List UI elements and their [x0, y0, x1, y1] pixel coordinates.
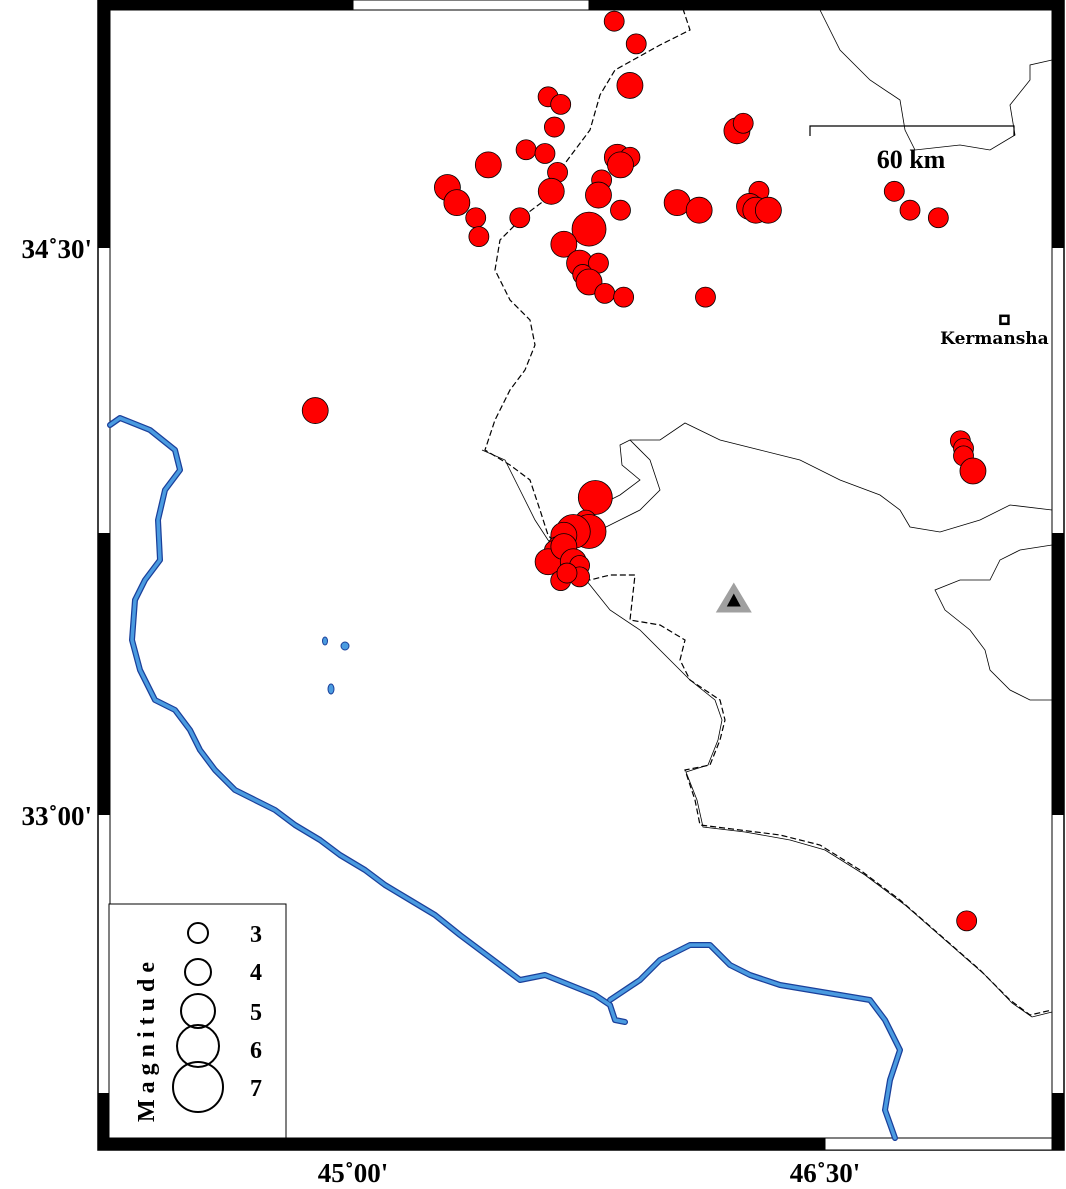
earthquake-event	[544, 116, 565, 138]
earthquake-event	[509, 207, 531, 229]
earthquake-event	[959, 457, 987, 485]
earthquake-event	[695, 286, 716, 308]
y-tick-label: 34˚30'	[22, 234, 93, 264]
earthquake-event	[575, 268, 603, 296]
earthquake-event	[755, 196, 782, 224]
river	[107, 415, 903, 1141]
legend: Magnitude 3 4 5 6 7	[108, 903, 287, 1139]
earthquake-event	[534, 143, 556, 164]
x-tick-label: 45˚00'	[318, 1158, 389, 1188]
legend-label: 7	[250, 1076, 262, 1102]
earthquake-event	[625, 33, 647, 55]
earthquake-event	[515, 139, 537, 161]
earthquake-event	[556, 562, 578, 584]
earthquake-event	[550, 230, 578, 258]
earthquake-event	[585, 181, 612, 209]
earthquake-event	[301, 397, 329, 424]
scale-bar-label: 60 km	[877, 145, 946, 174]
earthquake-event	[443, 189, 471, 217]
earthquake-event	[732, 112, 754, 134]
earthquake-event	[685, 196, 713, 224]
earthquake-event	[607, 151, 634, 179]
station-marker	[715, 582, 752, 613]
x-tick-label: 46˚30'	[790, 1158, 861, 1188]
y-tick-label: 33˚00'	[22, 801, 93, 831]
legend-symbol	[180, 993, 216, 1029]
earthquake-event	[571, 211, 607, 247]
earthquake-event	[577, 480, 613, 515]
earthquake-event	[603, 10, 625, 32]
earthquake-event	[616, 72, 644, 99]
scale-bar: 60 km	[809, 125, 1015, 174]
triangle-inner-icon	[726, 593, 741, 607]
earthquake-event	[537, 177, 565, 205]
earthquake-event	[468, 226, 490, 248]
legend-label: 4	[250, 960, 262, 986]
earthquake-event	[594, 282, 616, 304]
legend-label: 6	[250, 1038, 262, 1064]
legend-title: Magnitude	[134, 956, 160, 1122]
earthquake-event	[550, 93, 572, 115]
legend-symbol	[184, 958, 212, 986]
city-label: Kermansha	[940, 329, 1048, 349]
legend-label: 5	[250, 1000, 262, 1026]
legend-symbol	[187, 922, 209, 944]
legend-symbol	[176, 1024, 220, 1068]
earthquake-event	[610, 199, 631, 221]
earthquake-event	[956, 910, 978, 932]
lakes	[322, 636, 350, 695]
earthquake-event	[474, 151, 502, 179]
earthquake-event	[613, 286, 635, 308]
legend-label: 3	[250, 922, 262, 948]
city-marker-icon	[999, 314, 1010, 326]
earthquake-events	[301, 10, 987, 932]
earthquake-event	[899, 199, 921, 221]
earthquake-event	[465, 207, 487, 229]
legend-symbol	[172, 1061, 224, 1113]
earthquake-event	[883, 180, 905, 202]
earthquake-event	[927, 207, 949, 229]
